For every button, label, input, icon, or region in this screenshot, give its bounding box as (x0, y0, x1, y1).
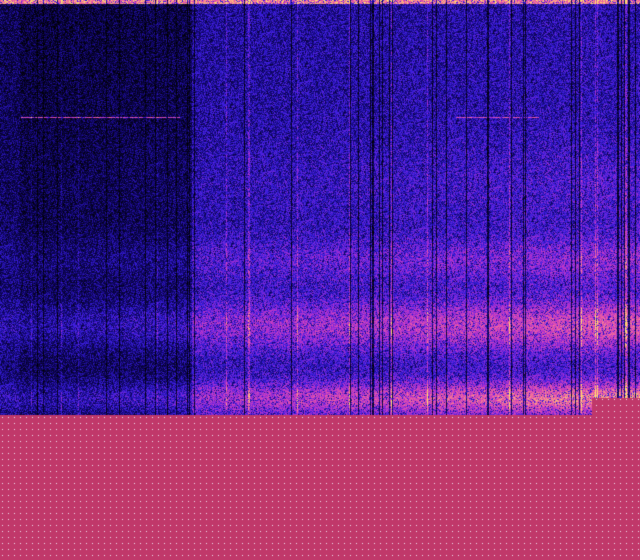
spectrogram-image (0, 0, 640, 560)
